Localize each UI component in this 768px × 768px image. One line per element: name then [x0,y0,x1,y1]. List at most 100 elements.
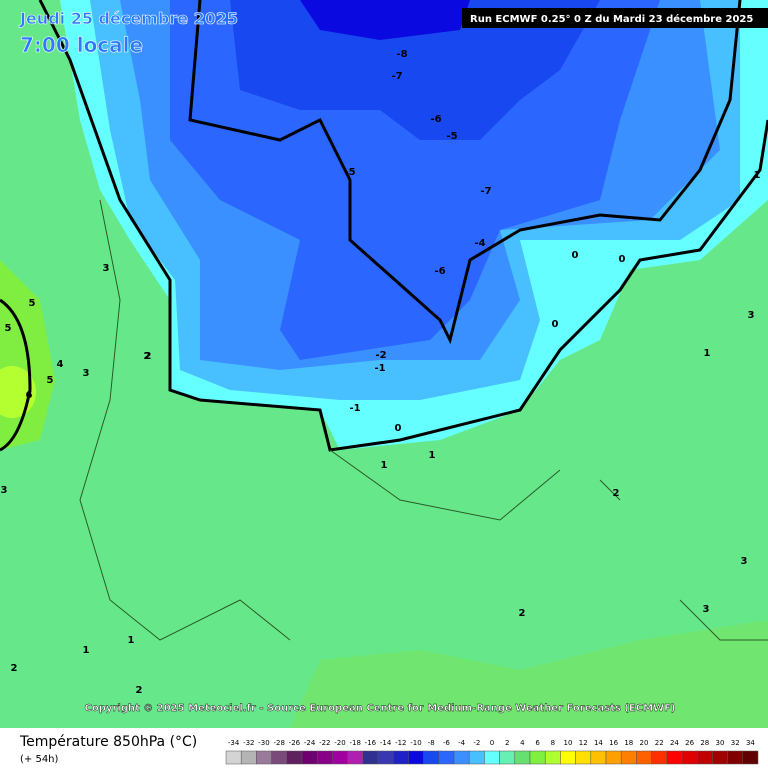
contour-label: 2 [519,608,526,619]
legend-swatch [742,750,759,765]
legend-swatch [468,750,485,765]
contour-label: -1 [374,363,385,374]
legend-tick-label: -24 [304,739,316,747]
legend-swatch [575,750,592,765]
legend-swatch [636,750,652,765]
legend-swatch [605,750,622,765]
legend-swatch [256,750,272,765]
legend-swatch [681,750,698,765]
contour-label: 5 [5,323,12,334]
legend-swatch [438,750,455,765]
legend-tick-label: -26 [289,739,301,747]
contour-label: -8 [396,49,407,60]
legend-tick-label: 28 [700,739,709,747]
legend-tick-label: -14 [380,739,392,747]
legend-tick-label: 16 [609,739,618,747]
legend-swatch [408,750,424,765]
contour-label: 0 [552,319,559,330]
cold-zone-8 [230,0,600,140]
legend-swatch [453,750,470,765]
legend-tick-label: 6 [535,739,540,747]
legend-tick-label: 18 [624,739,633,747]
legend-swatch [316,750,333,765]
legend-tick-label: -12 [395,739,406,747]
legend-swatch [544,750,561,765]
contour-label: 1 [128,635,135,646]
legend-tick-label: -30 [258,739,269,747]
legend-swatch [712,750,728,765]
date-title: Jeudi 25 décembre 2025 [19,9,238,28]
legend-swatch [423,750,440,765]
contour-label: 1 [429,450,436,461]
legend-tick-label: -10 [410,739,421,747]
legend-swatch [271,750,288,765]
legend-swatch [301,750,318,765]
legend-swatch [620,750,637,765]
legend-swatch [484,750,500,765]
run-box [462,8,768,28]
legend-swatch [347,750,364,765]
isotherm-minus5 [188,0,742,345]
legend-swatch [362,750,379,765]
contour-label: -1 [349,403,360,414]
legend-swatch [377,750,394,765]
contour-label: 1 [381,460,388,471]
legend-tick-label: 26 [685,739,694,747]
contour-label: 3 [83,368,90,379]
isotherm-5 [0,298,32,452]
cold-zone-10 [300,0,470,40]
legend-swatch [499,750,516,765]
contour-label: 6 [26,390,33,401]
contour-label: 1 [83,645,90,656]
contour-label: 3 [741,556,748,567]
legend-tick-label: 20 [640,739,649,747]
contour-label: -7 [391,71,402,82]
contour-label: 5 [47,375,54,386]
contour-label: 4 [57,359,64,370]
contour-label: 3 [103,263,110,274]
legend-tick-label: -32 [243,739,254,747]
contour-label: 0 [395,423,402,434]
legend-tick-label: -6 [443,739,451,747]
legend-tick-label: 34 [746,739,755,747]
time-title: 7:00 locale [20,33,143,57]
legend-swatch [666,750,683,765]
legend-title: Température 850hPa (°C) [19,734,197,750]
copyright: Copyright © 2025 Meteociel.fr - Source E… [85,703,676,714]
contour-label: 2 [145,351,152,362]
contour-label: 3 [1,485,8,496]
contour-label: 1 [754,170,761,181]
legend-tick-label: 10 [564,739,573,747]
legend-swatch [560,750,576,765]
contour-label: 5 [29,298,36,309]
legend-tick-label: -22 [319,739,330,747]
legend-swatch [696,750,713,765]
legend-tick-label: -18 [349,739,360,747]
legend-tick-label: 30 [716,739,725,747]
contour-label: 2 [613,488,620,499]
legend-tick-label: 2 [505,739,509,747]
run-info: Run ECMWF 0.25° 0 Z du Mardi 23 décembre… [470,13,753,25]
legend-tick-label: 14 [594,739,603,747]
contour-label: -6 [434,266,445,277]
legend-tick-label: -20 [334,739,345,747]
contour-label: 1 [704,348,711,359]
legend-swatch [240,750,257,765]
legend-tick-label: -16 [365,739,377,747]
contour-label: -5 [446,131,457,142]
warm-area [290,620,768,728]
contour-label: -4 [474,238,485,249]
contour-label: 0 [572,250,579,261]
legend-tick-label: 32 [731,739,740,747]
legend-swatch [651,750,668,765]
legend-tick-label: -34 [228,739,240,747]
legend-swatch [727,750,744,765]
legend-tick-label: -28 [273,739,284,747]
legend-tick-label: 4 [520,739,525,747]
isotherm-0 [38,0,768,452]
legend-tick-label: -8 [428,739,435,747]
legend-swatch [225,750,242,765]
legend-tick-label: -2 [473,739,480,747]
contour-label: -2 [375,350,386,361]
